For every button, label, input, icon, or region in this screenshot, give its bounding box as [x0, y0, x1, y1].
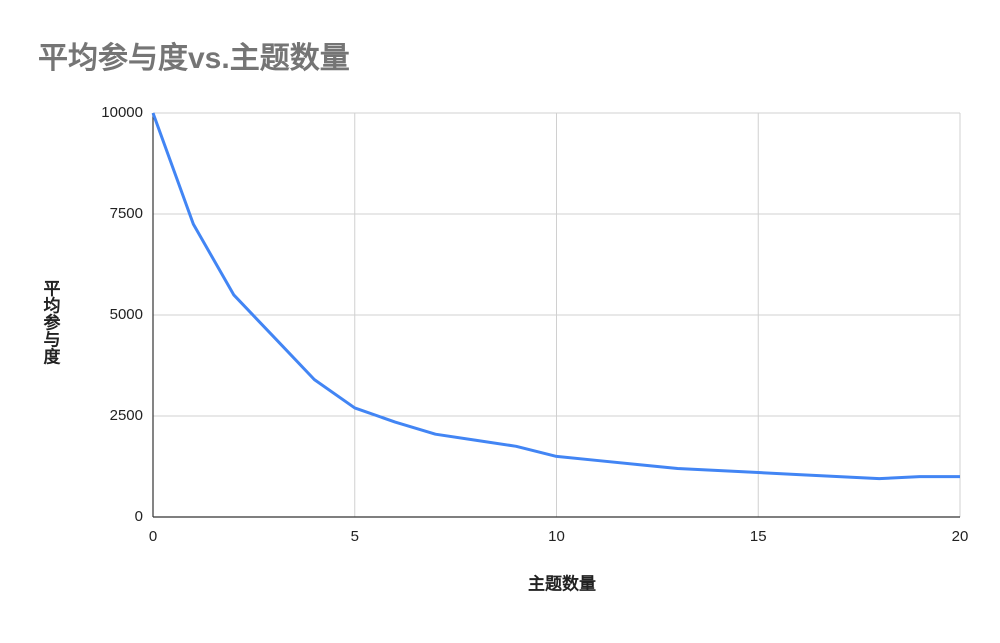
x-tick-label: 10	[548, 528, 565, 545]
x-tick-label: 0	[149, 528, 157, 545]
y-tick-label: 5000	[110, 306, 143, 323]
x-tick-label: 15	[750, 528, 767, 545]
y-tick-label: 0	[135, 508, 143, 525]
y-axis-label: 平均参与度	[41, 280, 61, 366]
y-tick-label: 7500	[110, 205, 143, 222]
x-axis-label: 主题数量	[528, 573, 596, 593]
x-tick-label: 5	[351, 528, 359, 545]
y-tick-label: 2500	[110, 407, 143, 424]
data-line	[151, 112, 960, 481]
y-tick-label: 10000	[101, 104, 143, 121]
x-tick-label: 20	[952, 528, 969, 545]
chart-title: 平均参与度vs.主题数量	[38, 42, 350, 75]
